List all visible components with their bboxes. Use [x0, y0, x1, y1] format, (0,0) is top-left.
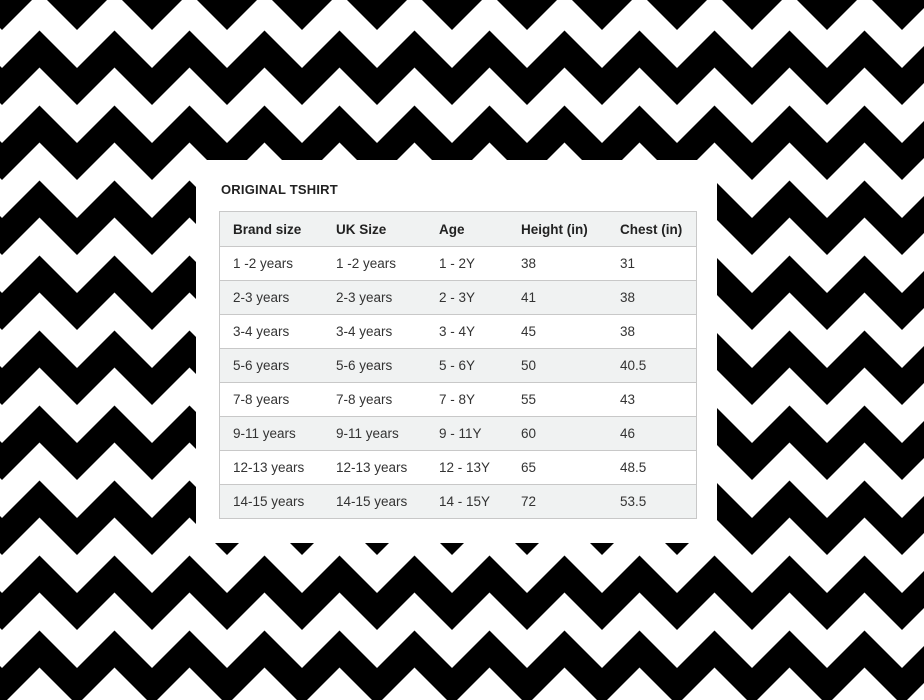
size-chart-card: ORIGINAL TSHIRT Brand size UK Size Age Heig… [196, 160, 717, 543]
table-cell: 9 - 11Y [426, 416, 508, 451]
table-cell: 46 [607, 416, 697, 451]
table-row: 12-13 years 12-13 years 12 - 13Y 65 48.5 [219, 450, 697, 485]
table-cell: 2-3 years [219, 280, 323, 315]
table-cell: 38 [607, 314, 697, 349]
table-row: 14-15 years 14-15 years 14 - 15Y 72 53.5 [219, 484, 697, 519]
table-cell: 3-4 years [219, 314, 323, 349]
table-cell: 7-8 years [219, 382, 323, 417]
table-cell: 38 [508, 246, 607, 281]
column-header: Height (in) [508, 211, 607, 247]
table-cell: 9-11 years [323, 416, 426, 451]
table-cell: 41 [508, 280, 607, 315]
table-cell: 40.5 [607, 348, 697, 383]
table-row: 1 -2 years 1 -2 years 1 - 2Y 38 31 [219, 246, 697, 281]
table-cell: 14 - 15Y [426, 484, 508, 519]
table-cell: 45 [508, 314, 607, 349]
table-row: 9-11 years 9-11 years 9 - 11Y 60 46 [219, 416, 697, 451]
table-cell: 53.5 [607, 484, 697, 519]
table-cell: 1 -2 years [323, 246, 426, 281]
table-cell: 3-4 years [323, 314, 426, 349]
table-cell: 12-13 years [323, 450, 426, 485]
table-cell: 1 -2 years [219, 246, 323, 281]
table-cell: 2 - 3Y [426, 280, 508, 315]
table-cell: 60 [508, 416, 607, 451]
table-cell: 2-3 years [323, 280, 426, 315]
table-cell: 12 - 13Y [426, 450, 508, 485]
table-row: 5-6 years 5-6 years 5 - 6Y 50 40.5 [219, 348, 697, 383]
table-cell: 31 [607, 246, 697, 281]
table-cell: 5-6 years [323, 348, 426, 383]
column-header: Chest (in) [607, 211, 697, 247]
column-header: Brand size [219, 211, 323, 247]
table-row: 2-3 years 2-3 years 2 - 3Y 41 38 [219, 280, 697, 315]
table-header-row: Brand size UK Size Age Height (in) Chest (in… [219, 211, 697, 247]
table-cell: 72 [508, 484, 607, 519]
size-chart-table: Brand size UK Size Age Height (in) Chest (in… [219, 211, 697, 519]
table-cell: 43 [607, 382, 697, 417]
table-row: 3-4 years 3-4 years 3 - 4Y 45 38 [219, 314, 697, 349]
table-cell: 9-11 years [219, 416, 323, 451]
column-header: Age [426, 211, 508, 247]
table-cell: 48.5 [607, 450, 697, 485]
table-cell: 5-6 years [219, 348, 323, 383]
table-cell: 7-8 years [323, 382, 426, 417]
table-cell: 5 - 6Y [426, 348, 508, 383]
table-cell: 55 [508, 382, 607, 417]
table-cell: 7 - 8Y [426, 382, 508, 417]
table-cell: 50 [508, 348, 607, 383]
table-cell: 3 - 4Y [426, 314, 508, 349]
size-chart-title: ORIGINAL TSHIRT [221, 182, 338, 197]
table-cell: 65 [508, 450, 607, 485]
table-row: 7-8 years 7-8 years 7 - 8Y 55 43 [219, 382, 697, 417]
table-cell: 14-15 years [323, 484, 426, 519]
table-cell: 12-13 years [219, 450, 323, 485]
table-cell: 1 - 2Y [426, 246, 508, 281]
column-header: UK Size [323, 211, 426, 247]
table-cell: 14-15 years [219, 484, 323, 519]
table-cell: 38 [607, 280, 697, 315]
